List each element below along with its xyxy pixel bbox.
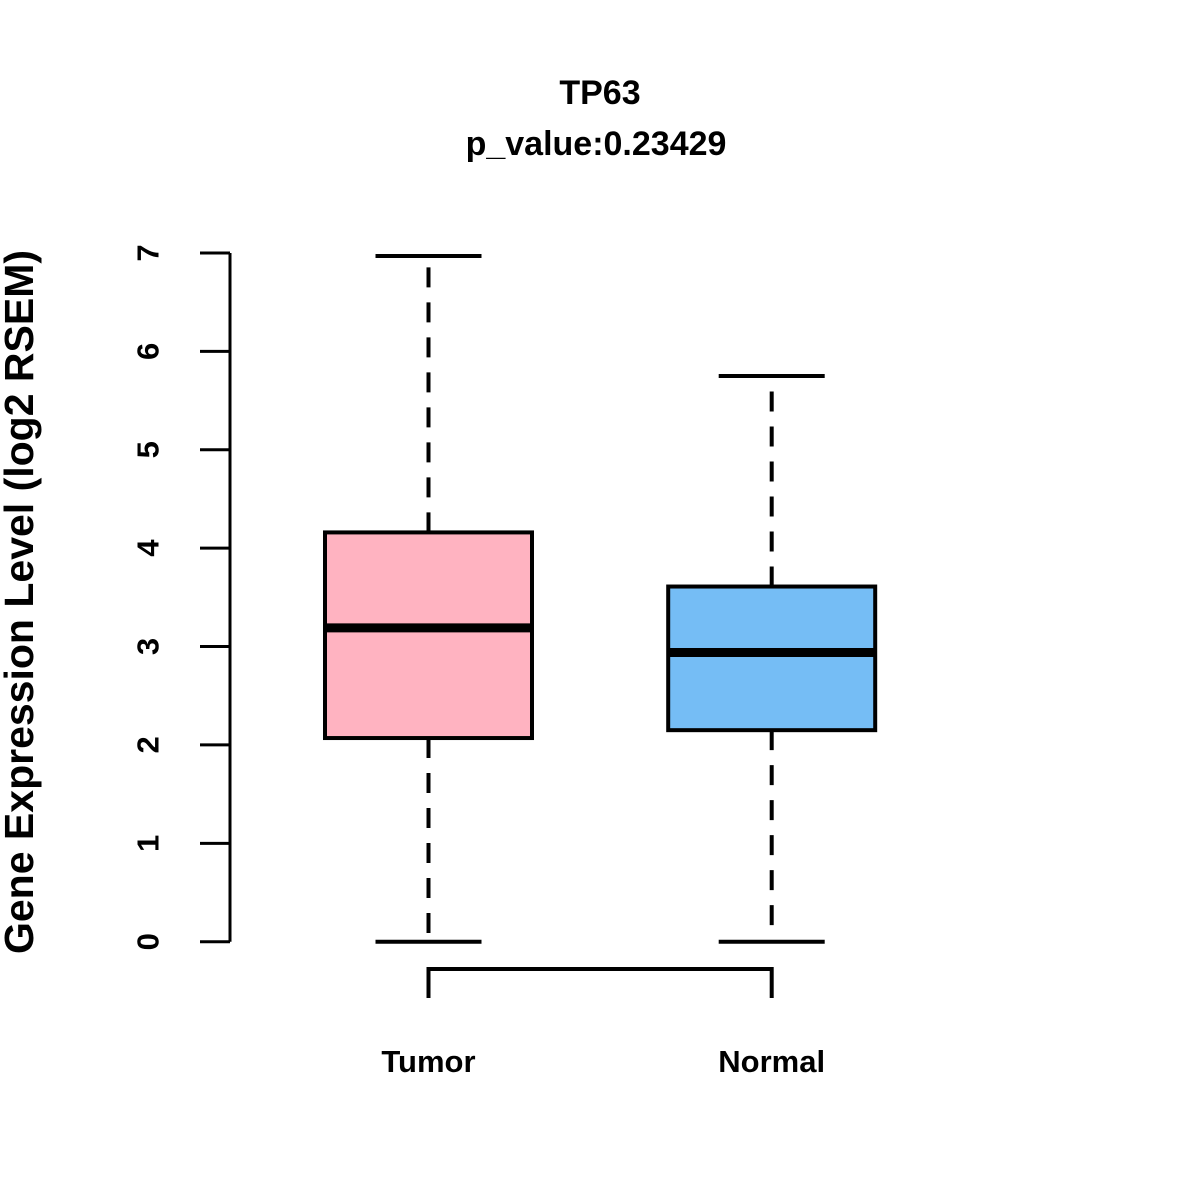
y-axis: 0 1 2 3 4 5 6 7: [131, 244, 232, 950]
category-label-normal: Normal: [718, 1044, 825, 1079]
y-axis-tick-label: 0: [131, 933, 166, 950]
y-axis-tick-label: 4: [131, 539, 166, 557]
y-axis-tick-label: 7: [131, 244, 166, 261]
chart-title: TP63: [559, 74, 640, 112]
y-axis-tick-label: 6: [131, 343, 166, 360]
x-axis-bracket: Tumor Normal: [381, 967, 825, 1079]
boxes: [323, 253, 878, 944]
box-tumor: [323, 530, 534, 741]
box-normal: [666, 584, 878, 733]
y-axis-tick-label: 2: [131, 736, 166, 753]
chart-subtitle: p_value:0.23429: [466, 125, 727, 163]
y-axis-tick-label: 5: [131, 441, 166, 458]
category-label-tumor: Tumor: [381, 1044, 475, 1079]
x-axis-line: [426, 967, 774, 998]
y-axis-label: Gene Expression Level (log2 RSEM): [0, 250, 42, 954]
y-axis-tick-label: 1: [131, 835, 166, 852]
y-axis-tick-label: 3: [131, 638, 166, 655]
